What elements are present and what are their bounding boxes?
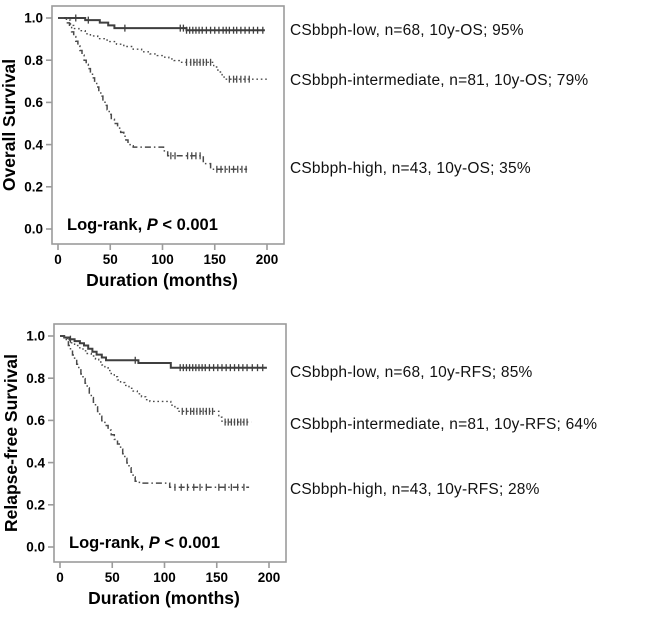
legend-os-low: CSbbph-low, n=68, 10y-OS; 95% — [290, 22, 524, 39]
svg-text:0.2: 0.2 — [24, 180, 43, 195]
svg-text:100: 100 — [151, 252, 174, 267]
y-axis-title: Relapse-free Survival — [2, 354, 21, 532]
log-rank-annotation: Log-rank, P < 0.001 — [67, 216, 218, 234]
curve-CSbbph-intermediate — [60, 335, 252, 423]
svg-text:0.6: 0.6 — [24, 95, 43, 110]
svg-text:0.0: 0.0 — [26, 540, 45, 555]
plot-frame — [51, 5, 285, 245]
curve-CSbbph-low — [60, 335, 267, 369]
x-axis-title: Duration (months) — [86, 270, 238, 290]
legend-rfs-high: CSbbph-high, n=43, 10y-RFS; 28% — [290, 481, 540, 498]
svg-text:0: 0 — [54, 252, 62, 267]
svg-text:0.8: 0.8 — [26, 371, 45, 386]
svg-text:0.4: 0.4 — [24, 137, 43, 152]
legend-rfs-intermediate: CSbbph-intermediate, n=81, 10y-RFS; 64% — [290, 416, 598, 433]
svg-text:50: 50 — [103, 252, 118, 267]
svg-text:1.0: 1.0 — [24, 11, 43, 26]
curve-CSbbph-intermediate — [58, 17, 267, 80]
svg-text:1.0: 1.0 — [26, 329, 45, 344]
svg-text:0: 0 — [56, 570, 64, 585]
svg-text:0.0: 0.0 — [24, 222, 43, 237]
svg-text:0.6: 0.6 — [26, 413, 45, 428]
svg-text:50: 50 — [105, 570, 120, 585]
relapse-free-survival-plot: 1.0 0.8 0.6 0.4 0.2 0.0 0 50 100 150 200 Relapse-f… — [1, 323, 287, 608]
curve-CSbbph-high — [58, 17, 248, 171]
y-axis-title: Overall Survival — [0, 59, 19, 191]
x-axis-title: Duration (months) — [88, 588, 240, 608]
survival-curves — [60, 335, 267, 491]
svg-text:100: 100 — [153, 570, 176, 585]
legend-rfs-low: CSbbph-low, n=68, 10y-RFS; 85% — [290, 364, 533, 381]
plot-frame — [53, 323, 287, 563]
svg-text:0.2: 0.2 — [26, 498, 45, 513]
axis-ticks: 1.0 0.8 0.6 0.4 0.2 0.0 0 50 100 150 200 — [26, 329, 280, 585]
svg-text:200: 200 — [256, 252, 279, 267]
survival-curves — [58, 14, 267, 173]
log-rank-annotation: Log-rank, P < 0.001 — [69, 534, 220, 552]
svg-text:150: 150 — [203, 252, 226, 267]
legend-os-high: CSbbph-high, n=43, 10y-OS; 35% — [290, 160, 531, 177]
curve-CSbbph-high — [60, 335, 250, 489]
legend-os-intermediate: CSbbph-intermediate, n=81, 10y-OS; 79% — [290, 72, 589, 89]
svg-text:0.8: 0.8 — [24, 53, 43, 68]
overall-survival-plot: 1.0 0.8 0.6 0.4 0.2 0.0 0 50 100 150 200 Overall S… — [0, 5, 285, 290]
overall-survival-chart: 1.0 0.8 0.6 0.4 0.2 0.0 0 50 100 150 200 Overall S… — [0, 0, 300, 317]
svg-text:150: 150 — [205, 570, 228, 585]
svg-text:200: 200 — [258, 570, 281, 585]
relapse-free-survival-chart: 1.0 0.8 0.6 0.4 0.2 0.0 0 50 100 150 200 Relapse-f… — [1, 318, 302, 620]
svg-text:0.4: 0.4 — [26, 455, 45, 470]
axis-ticks: 1.0 0.8 0.6 0.4 0.2 0.0 0 50 100 150 200 — [24, 11, 278, 267]
